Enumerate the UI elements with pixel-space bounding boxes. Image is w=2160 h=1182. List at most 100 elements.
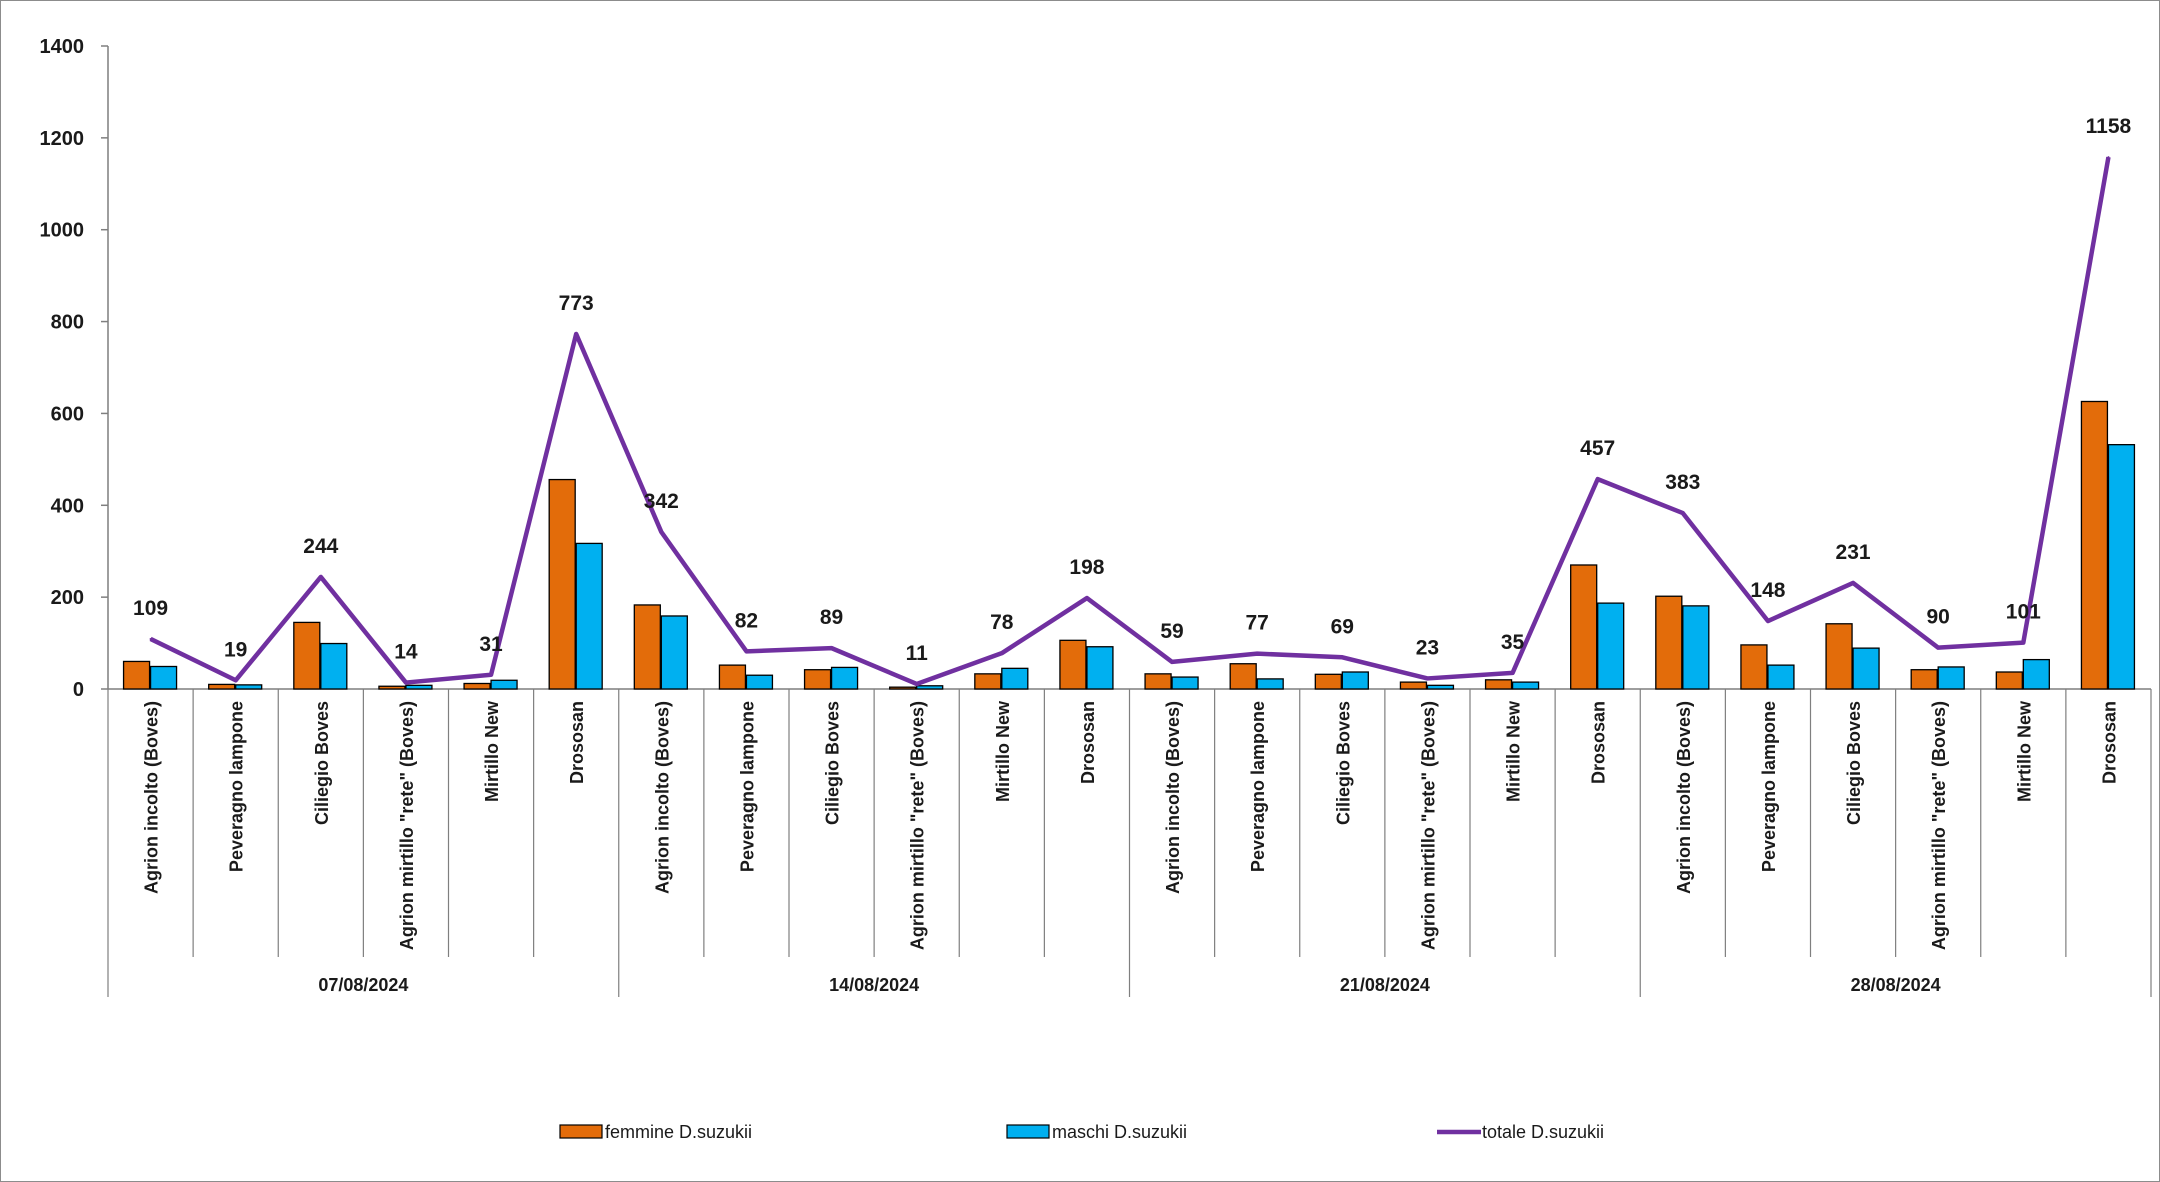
bar-maschi [1001,667,1029,690]
line-point-totale [1596,478,1599,481]
bar-maschi [1086,646,1114,690]
bar-femmine [633,604,661,690]
x-category-label: Peveragno lampone [1248,701,1268,872]
bar-femmine [2080,400,2109,690]
data-label-totale: 148 [1750,579,1785,602]
x-category-label: Drososan [1589,701,1609,784]
data-label-totale: 11 [906,642,929,665]
bar-femmine [293,621,321,690]
data-label-totale: 383 [1665,471,1700,494]
x-group-label: 21/08/2024 [1340,975,1430,995]
x-category-label: Peveragno lampone [1759,701,1779,872]
x-category-label: Ciliegio Boves [1333,701,1353,825]
x-group-label: 14/08/2024 [829,975,919,995]
line-point-totale [1085,597,1088,600]
y-tick-label: 600 [51,403,84,425]
bar-femmine [1399,681,1428,690]
bar-maschi [405,684,433,690]
bar-maschi [1511,681,1540,690]
data-label-totale: 773 [559,292,594,315]
x-category-label: Drososan [2099,701,2119,784]
x-category-label: Agrion incolto (Boves) [1163,701,1183,894]
data-label-totale: 231 [1836,541,1871,564]
data-label-totale: 101 [2006,601,2041,624]
x-category-label: Ciliegio Boves [1844,701,1864,825]
bar-maschi [1682,605,1710,690]
bar-femmine [1655,595,1683,690]
data-label-totale: 35 [1501,631,1525,654]
line-point-totale [1852,581,1855,584]
line-point-totale [1937,646,1940,649]
legend-femmine-swatch [559,1124,603,1139]
bar-maschi [490,679,518,690]
line-point-totale [2107,156,2110,159]
x-category-label: Mirtillo New [1504,700,1524,802]
y-tick-label: 800 [51,312,84,334]
bar-maschi [1256,678,1284,690]
line-point-totale [1256,652,1259,655]
bar-maschi [830,666,859,690]
x-category-label: Agrion mirtillo "rete" (Boves) [397,701,417,950]
bar-maschi [235,684,263,690]
line-point-totale [404,681,407,684]
line-point-totale [915,682,918,685]
line-point-totale [660,530,663,533]
line-point-totale [234,679,237,682]
bar-maschi [1852,647,1880,690]
data-label-totale: 90 [1927,606,1950,629]
y-tick-label: 0 [73,679,84,701]
y-tick-label: 1200 [40,128,85,150]
line-point-totale [575,332,578,335]
bar-femmine [718,664,747,690]
line-point-totale [1426,677,1429,680]
legend-maschi-label: maschi D.suzukii [1052,1122,1187,1142]
data-label-totale: 77 [1246,612,1269,635]
x-category-label: Agrion incolto (Boves) [142,701,162,894]
x-group-label: 07/08/2024 [318,975,408,995]
legend-maschi-swatch [1006,1124,1050,1139]
line-point-totale [319,575,322,578]
data-label-totale: 69 [1331,615,1354,638]
line-point-totale [490,673,493,676]
line-totale [149,156,2111,687]
data-label-totale: 198 [1069,556,1104,579]
data-label-totale: 109 [133,597,168,620]
bar-femmine [1825,623,1853,690]
x-category-label: Mirtillo New [2014,700,2034,802]
x-category-label: Drososan [1078,701,1098,784]
x-category-label: Ciliegio Boves [312,701,332,825]
bar-maschi [1767,664,1795,690]
bar-maschi [2107,444,2136,690]
bar-femmine [548,478,576,690]
y-tick-label: 200 [51,587,84,609]
bar-maschi [745,674,774,690]
data-label-totale: 78 [990,611,1014,634]
line-point-totale [2022,641,2025,644]
data-label-totale: 457 [1580,437,1615,460]
line-point-totale [1000,652,1003,655]
bar-femmine [1910,669,1938,690]
x-category-label: Drososan [567,701,587,784]
x-category-label: Agrion mirtillo "rete" (Boves) [908,701,928,950]
data-label-totale: 82 [735,609,758,632]
data-label-totale: 23 [1416,636,1439,659]
bar-femmine [1229,663,1257,690]
bar-femmine [1484,679,1513,690]
bar-femmine [889,686,917,690]
bar-maschi [1341,671,1369,690]
data-label-totale: 89 [820,606,843,629]
bar-femmine [208,683,236,690]
x-group-label: 28/08/2024 [1851,975,1941,995]
bar-femmine [1059,639,1087,690]
bar-maschi [149,665,178,690]
bar-maschi [1426,684,1455,690]
line-point-totale [1171,660,1174,663]
bar-femmine [803,669,832,690]
bar-maschi [2022,658,2050,690]
line-point-totale [1681,512,1684,515]
bar-femmine [122,660,151,690]
y-tick-label: 1000 [40,220,85,242]
x-category-label: Agrion incolto (Boves) [1674,701,1694,894]
